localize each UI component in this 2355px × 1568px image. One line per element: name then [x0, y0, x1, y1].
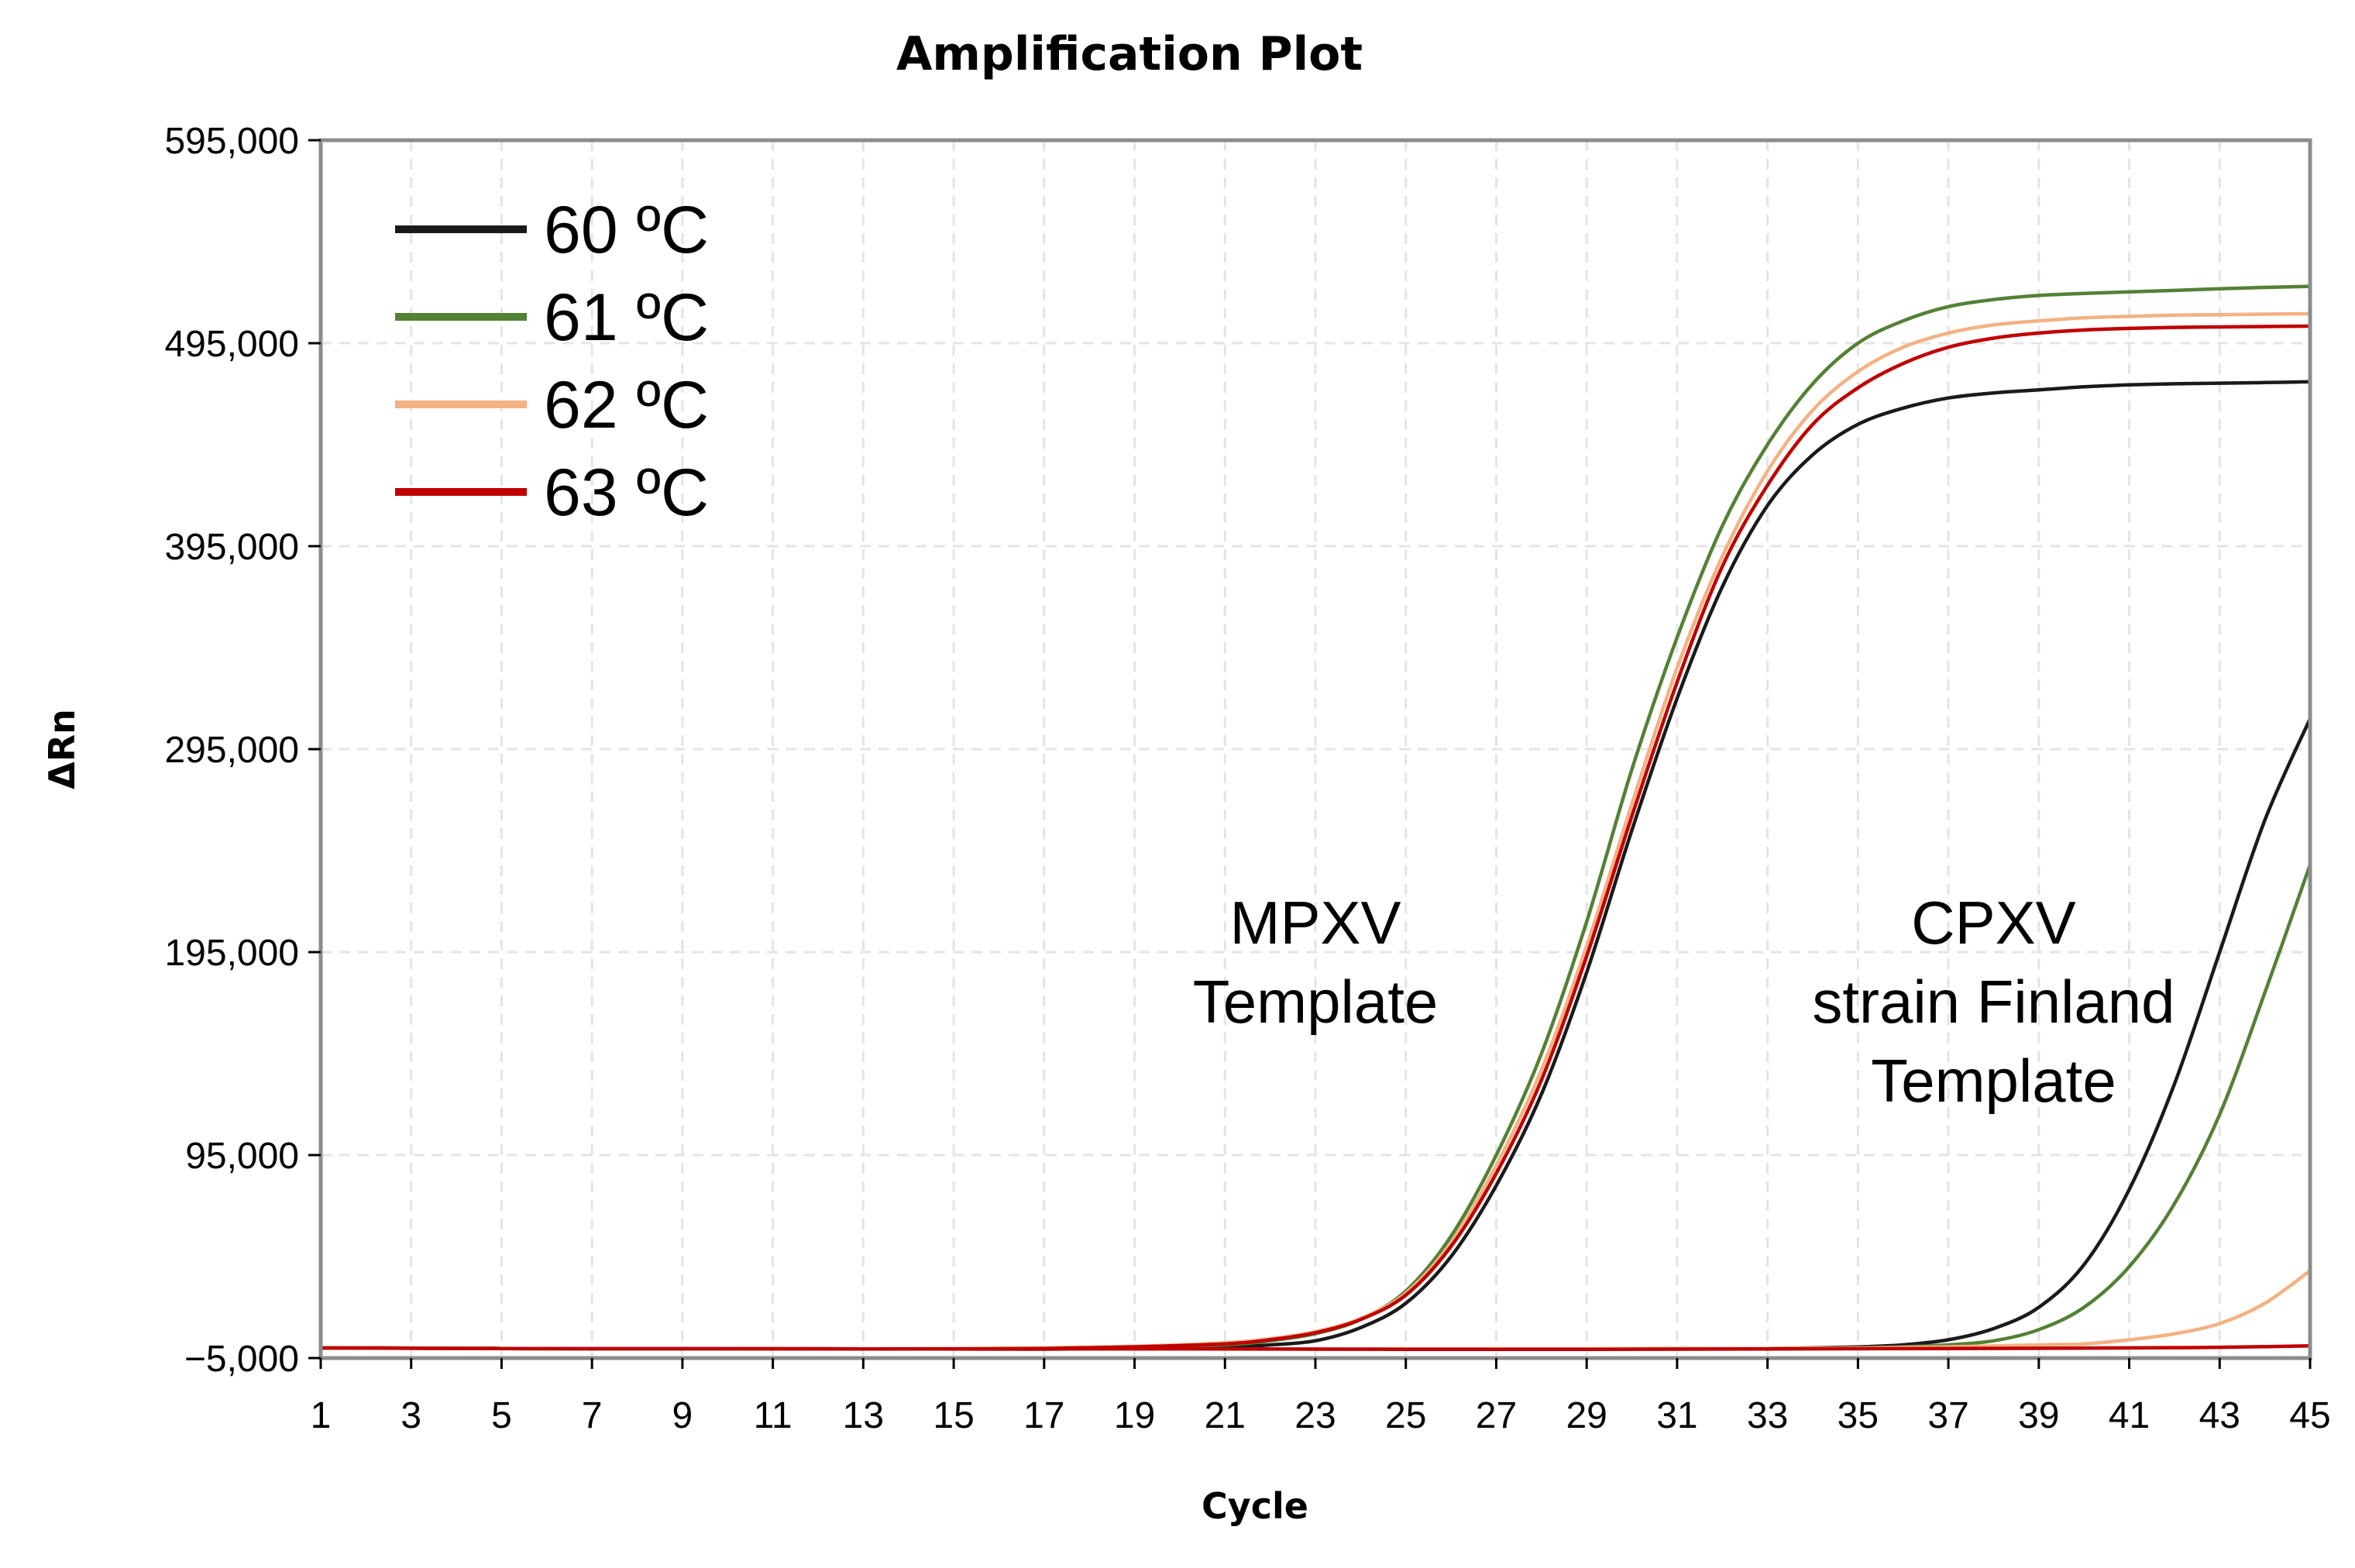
y-tick-label: 595,000 — [164, 121, 299, 162]
x-tick-label: 17 — [1023, 1395, 1064, 1436]
x-tick-label: 9 — [672, 1395, 693, 1436]
legend: 60 ºC 61 ºC 62 ºC 63 ºC — [395, 193, 709, 530]
series-lines — [318, 284, 2312, 1352]
x-tick-label: 15 — [933, 1395, 974, 1436]
y-tick-label: 95,000 — [185, 1136, 299, 1177]
x-tick-label: 23 — [1294, 1395, 1336, 1436]
legend-label: 63 ºC — [544, 456, 709, 530]
x-tick-label: 29 — [1566, 1395, 1607, 1436]
legend-label: 61 ºC — [544, 280, 709, 355]
x-tick-label: 41 — [2109, 1395, 2150, 1436]
axis-ticks: 1 3 5 7 9 11 13 15 17 19 21 23 25 27 29 31 33 35 37 39 41 43 4… — [164, 121, 2330, 1436]
x-tick-label: 27 — [1476, 1395, 1517, 1436]
x-tick-label: 31 — [1656, 1395, 1697, 1436]
x-tick-label: 35 — [1838, 1395, 1879, 1436]
annotation-text: Template — [1193, 968, 1439, 1036]
x-tick-label: 7 — [582, 1395, 603, 1436]
y-axis-title: ΔRn — [41, 709, 83, 789]
gridlines — [321, 140, 2310, 1358]
legend-label: 60 ºC — [544, 193, 709, 267]
x-tick-label: 25 — [1385, 1395, 1426, 1436]
x-tick-label: 21 — [1205, 1395, 1246, 1436]
x-tick-label: 3 — [401, 1395, 421, 1436]
annotation-text: MPXV — [1229, 889, 1401, 957]
x-tick-label: 39 — [2018, 1395, 2059, 1436]
y-tick-label: 495,000 — [164, 324, 299, 365]
legend-label: 62 ºC — [544, 368, 709, 442]
x-axis-title: Cycle — [1202, 1485, 1308, 1527]
x-tick-label: 5 — [491, 1395, 512, 1436]
series-line-63-c-cpxv — [318, 1344, 2312, 1352]
annotation-text: strain Finland — [1812, 968, 2175, 1036]
annotations: MPXV Template CPXV strain Finland Template — [1193, 889, 2175, 1115]
x-tick-label: 11 — [754, 1395, 792, 1436]
x-tick-label: 37 — [1927, 1395, 1968, 1436]
x-tick-label: 19 — [1114, 1395, 1155, 1436]
y-tick-label: −5,000 — [184, 1339, 299, 1380]
x-tick-label: 43 — [2199, 1395, 2240, 1436]
x-tick-label: 13 — [843, 1395, 884, 1436]
y-tick-label: 395,000 — [164, 527, 299, 568]
x-tick-label: 45 — [2289, 1395, 2330, 1436]
x-tick-label: 1 — [311, 1395, 332, 1436]
y-tick-label: 295,000 — [164, 730, 299, 771]
annotation-text: Template — [1871, 1047, 2116, 1115]
chart-title: Amplification Plot — [896, 27, 1363, 81]
annotation-text: CPXV — [1911, 889, 2075, 957]
y-tick-label: 195,000 — [164, 933, 299, 974]
x-tick-label: 33 — [1747, 1395, 1788, 1436]
